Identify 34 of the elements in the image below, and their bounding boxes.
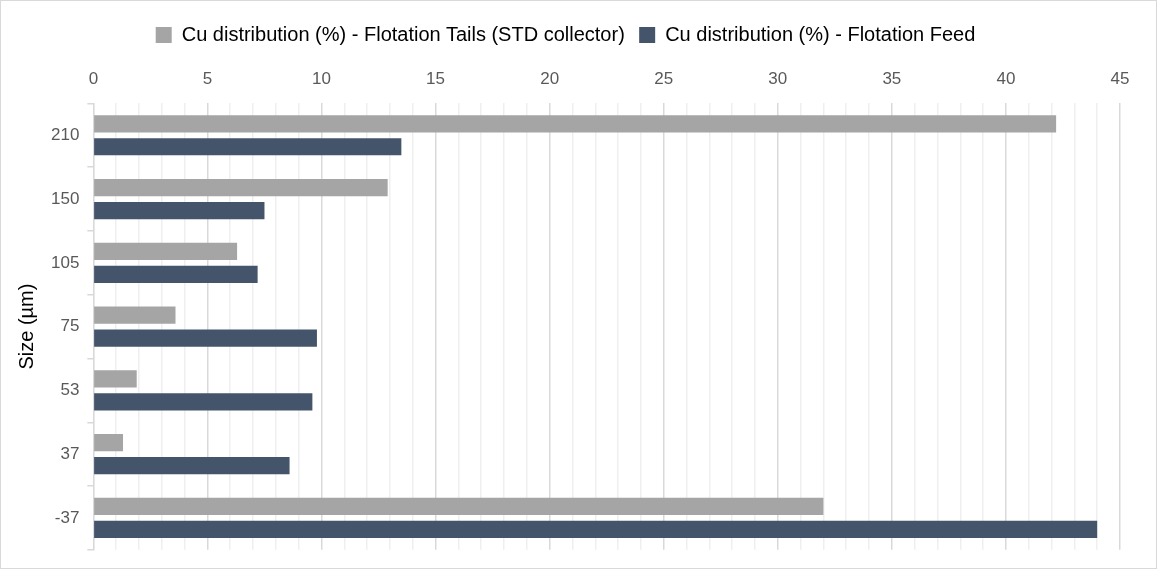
legend-label: Cu distribution (%) - Flotation Feed: [665, 22, 976, 45]
bar: [94, 178, 388, 197]
bar: [94, 242, 238, 260]
legend-label: Cu distribution (%) - Flotation Tails (STD collector): [181, 22, 625, 45]
x-tick-label: 10: [312, 68, 331, 88]
x-tick-label: 45: [1110, 68, 1130, 88]
y-tick-label: -37: [54, 507, 80, 527]
x-tick-label: 30: [768, 68, 788, 88]
x-tick-label: 20: [540, 68, 560, 88]
bar: [94, 457, 290, 475]
x-tick-label: 15: [426, 68, 446, 88]
y-axis-title: Size (µm): [14, 283, 37, 370]
y-tick-label: 150: [50, 188, 80, 208]
x-tick-label: 0: [88, 68, 99, 88]
bar: [94, 201, 265, 220]
bar: [94, 329, 317, 347]
bar: [94, 370, 137, 388]
y-tick-label: 105: [50, 252, 80, 272]
y-tick-label: 37: [60, 443, 80, 463]
x-tick-label: 25: [654, 68, 674, 88]
bar: [94, 497, 824, 516]
bar: [94, 115, 1057, 133]
bar: [94, 306, 176, 324]
x-tick-label: 35: [882, 68, 902, 88]
y-tick-label: 75: [60, 316, 80, 336]
bar: [94, 265, 258, 283]
x-tick-label: 5: [202, 68, 213, 88]
bar: [94, 434, 124, 452]
y-tick-label: 210: [50, 124, 80, 144]
y-tick-label: 53: [60, 380, 80, 400]
x-tick-label: 40: [996, 68, 1016, 88]
bar: [94, 520, 1098, 538]
bar: [94, 393, 313, 411]
bar: [94, 138, 402, 156]
